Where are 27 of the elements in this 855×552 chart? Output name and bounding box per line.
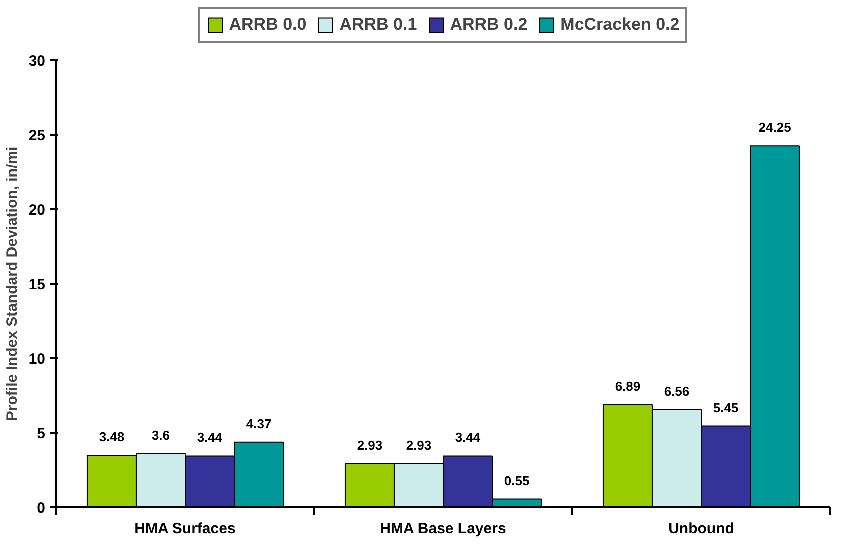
x-tick-label: HMA Surfaces bbox=[134, 520, 236, 538]
data-label: 0.55 bbox=[504, 473, 530, 488]
y-axis-title: Profile Index Standard Deviation, in/mi bbox=[4, 146, 21, 422]
data-label: 3.48 bbox=[99, 430, 125, 445]
legend-label: ARRB 0.0 bbox=[229, 15, 307, 35]
x-tick-label: HMA Base Layers bbox=[380, 520, 506, 538]
y-tick-label: 10 bbox=[28, 351, 46, 368]
data-label: 6.89 bbox=[615, 378, 641, 394]
data-label: 5.45 bbox=[713, 400, 739, 416]
legend-label: ARRB 0.1 bbox=[340, 15, 418, 35]
data-label: 2.93 bbox=[357, 438, 383, 453]
legend-label: McCracken 0.2 bbox=[560, 15, 680, 35]
y-tick-label: 0 bbox=[37, 500, 46, 517]
y-tick-label: 20 bbox=[28, 202, 46, 219]
data-label: 4.37 bbox=[246, 416, 272, 432]
data-label: 3.6 bbox=[152, 428, 170, 443]
x-tick-label: Unbound bbox=[668, 520, 734, 538]
legend-label: ARRB 0.2 bbox=[450, 15, 528, 35]
data-label: 3.44 bbox=[455, 430, 482, 446]
data-label: 2.93 bbox=[406, 438, 432, 453]
y-tick-label: 25 bbox=[28, 128, 46, 144]
data-label: 6.56 bbox=[664, 384, 690, 399]
data-label: 24.25 bbox=[758, 120, 792, 136]
data-label: 3.44 bbox=[197, 430, 224, 446]
y-tick-label: 30 bbox=[28, 53, 46, 70]
y-tick-label: 15 bbox=[28, 276, 46, 294]
y-tick-label: 5 bbox=[37, 426, 46, 442]
